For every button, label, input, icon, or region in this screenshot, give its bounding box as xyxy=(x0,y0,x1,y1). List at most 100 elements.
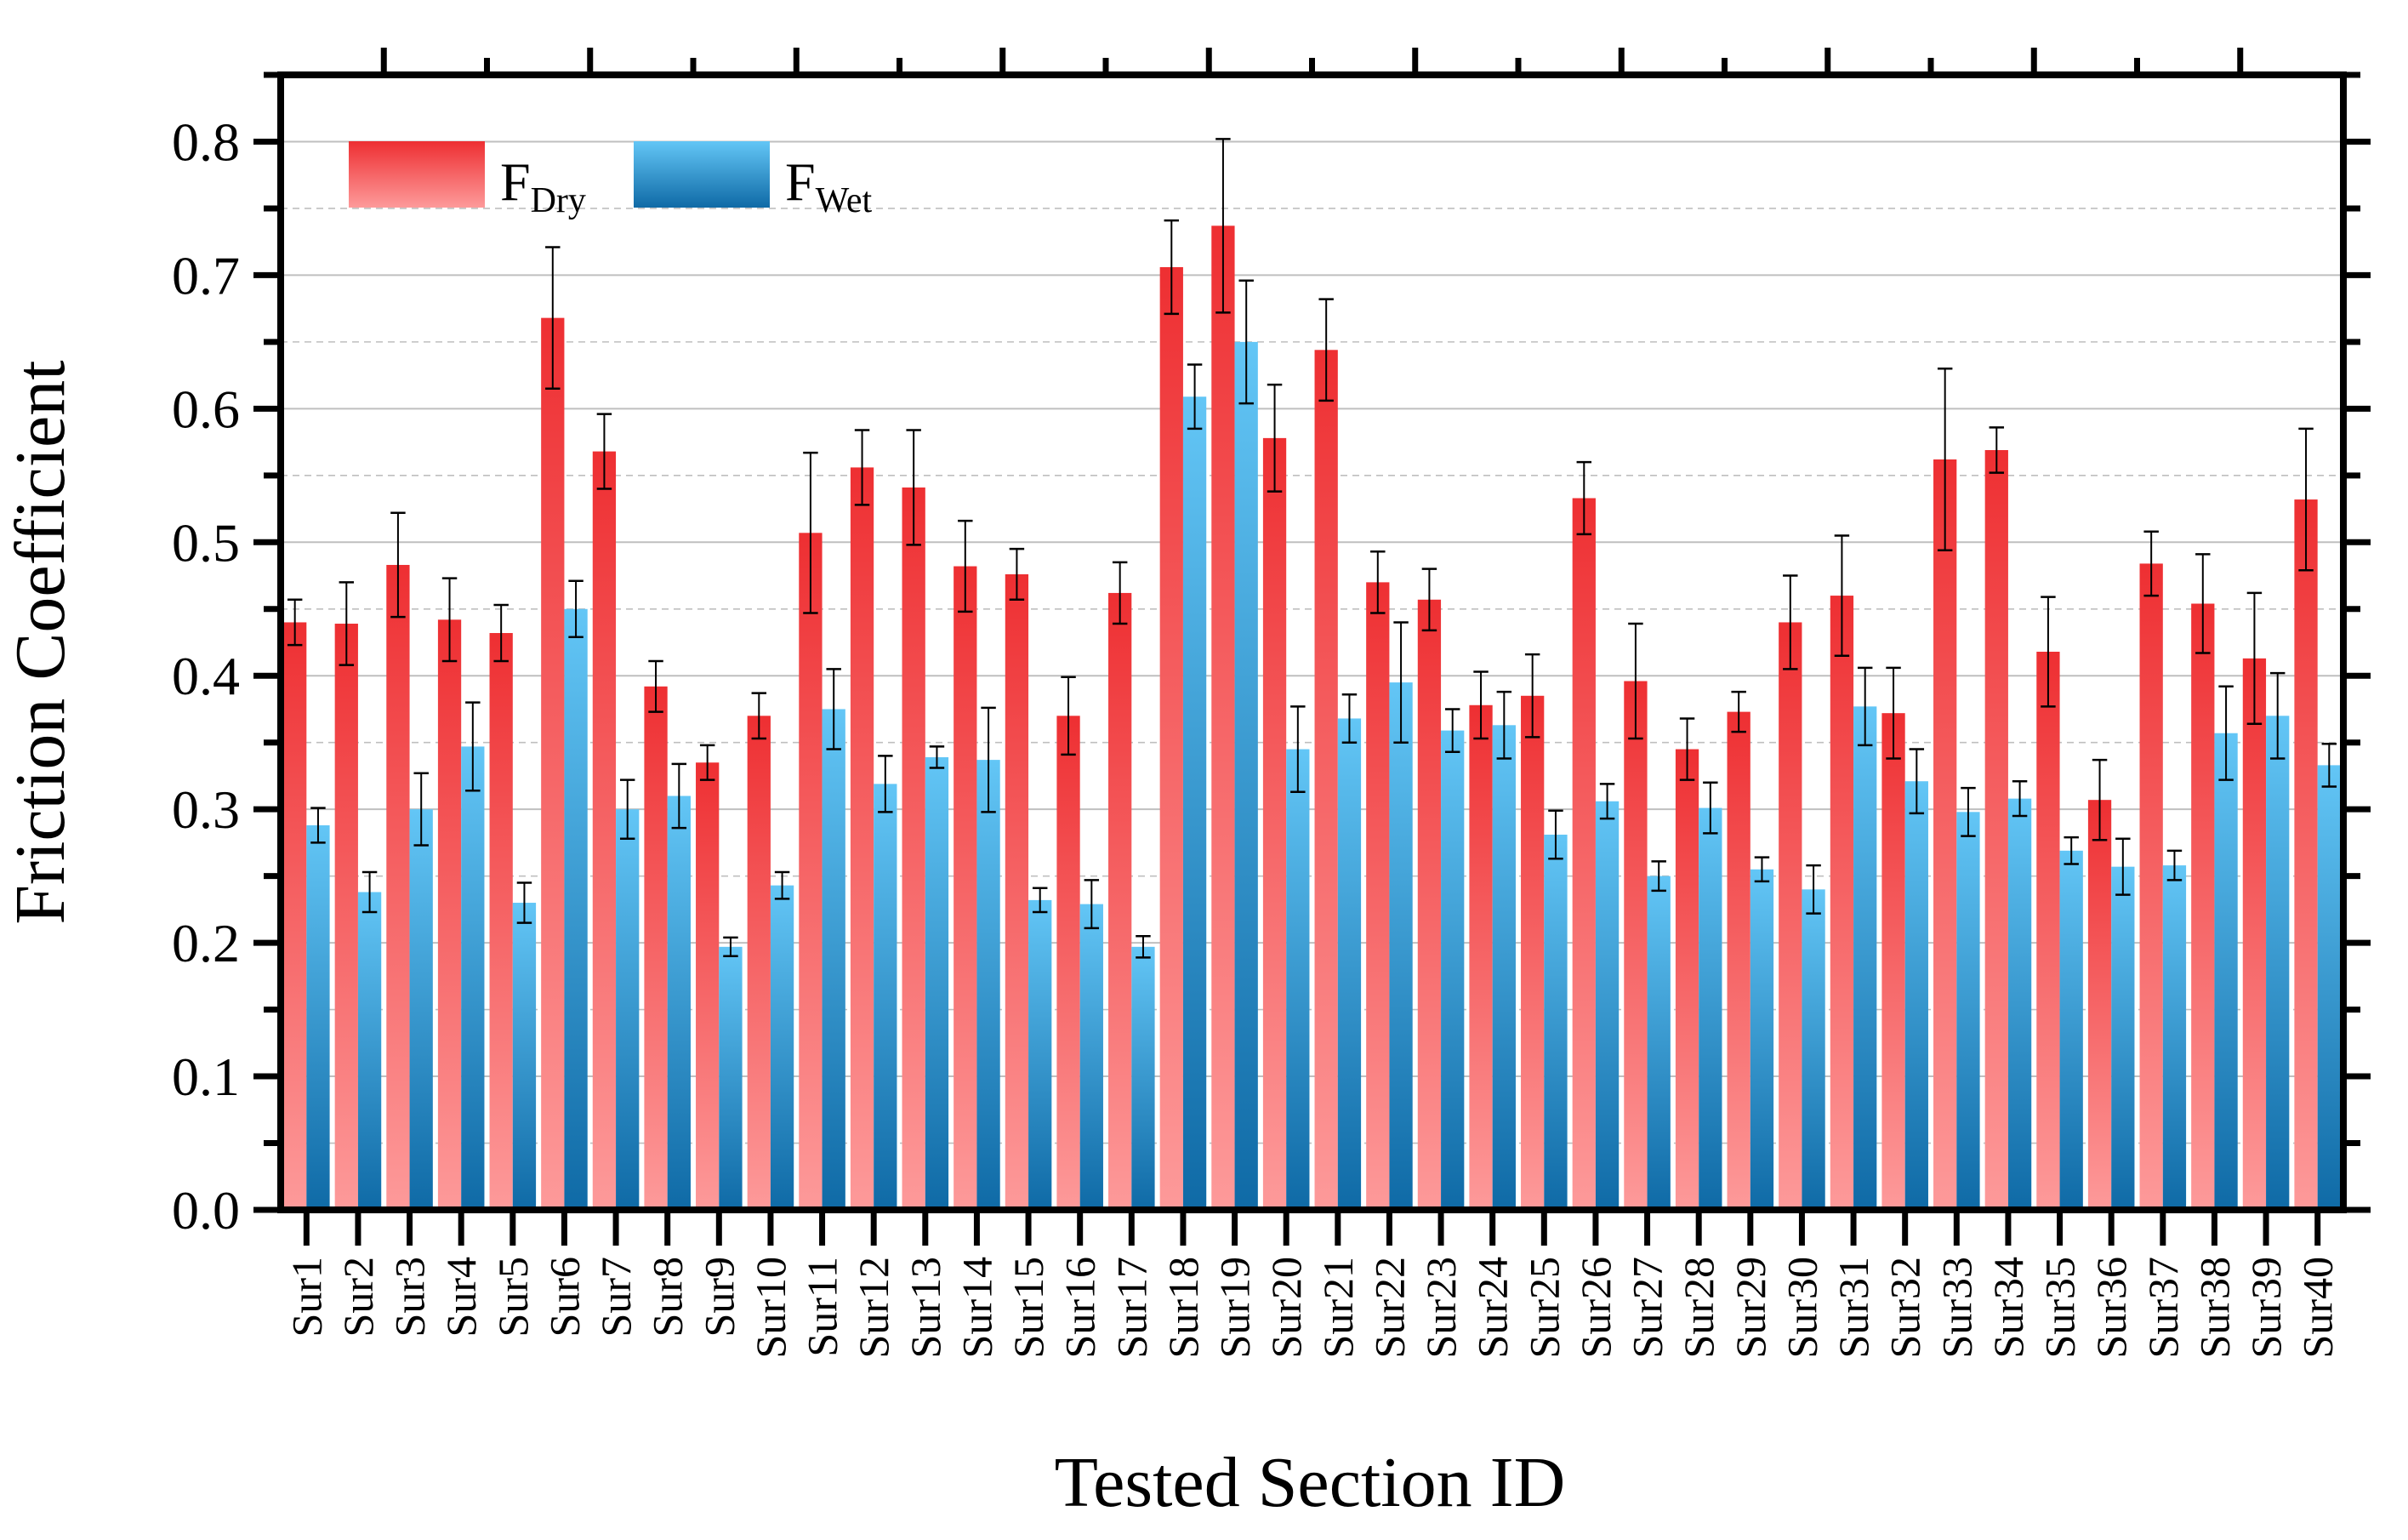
error-bar-wet-sur1 xyxy=(310,807,326,844)
x-tick-label-sur3: Sur3 xyxy=(386,1257,434,1337)
error-bar-dry-sur2 xyxy=(339,581,355,666)
error-bar-dry-sur27 xyxy=(1628,622,1643,740)
axis-ticks xyxy=(253,48,2371,1246)
error-bar-dry-sur32 xyxy=(1886,666,1901,760)
x-tick-label-sur11: Sur11 xyxy=(799,1257,846,1357)
error-bar-wet-sur29 xyxy=(1754,856,1770,883)
y-tick-label: 0.3 xyxy=(172,779,240,840)
bar-wet-sur24 xyxy=(1492,725,1516,1210)
x-tick-label-sur5: Sur5 xyxy=(489,1257,537,1337)
bar-wet-sur37 xyxy=(2162,865,2187,1210)
error-bar-dry-sur21 xyxy=(1318,298,1334,402)
error-bar-dry-sur13 xyxy=(906,429,921,546)
error-bar-dry-sur25 xyxy=(1524,653,1540,739)
bar-wet-sur12 xyxy=(874,784,897,1210)
bar-dry-sur2 xyxy=(334,624,358,1210)
bar-wet-sur10 xyxy=(770,885,794,1210)
bar-dry-sur27 xyxy=(1624,681,1648,1210)
error-bar-wet-sur19 xyxy=(1238,279,1254,405)
x-tick-label-sur15: Sur15 xyxy=(1005,1257,1052,1358)
error-bar-dry-sur14 xyxy=(958,519,973,613)
error-bar-dry-sur28 xyxy=(1679,717,1695,781)
error-bar-wet-sur17 xyxy=(1136,935,1151,959)
y-tick-label: 0.7 xyxy=(172,245,240,305)
plot-border xyxy=(277,71,2347,1213)
error-bar-wet-sur3 xyxy=(413,772,429,847)
bar-dry-sur35 xyxy=(2036,651,2060,1210)
error-bar-dry-sur19 xyxy=(1215,138,1231,314)
error-bar-wet-sur15 xyxy=(1032,887,1048,914)
error-bar-wet-sur26 xyxy=(1599,783,1615,820)
x-tick-label-sur34: Sur34 xyxy=(1984,1257,2032,1358)
bar-dry-sur31 xyxy=(1830,596,1854,1210)
x-tick-label-sur20: Sur20 xyxy=(1262,1257,1310,1358)
error-bar-dry-sur1 xyxy=(287,598,303,647)
x-tick-label-sur40: Sur40 xyxy=(2294,1257,2342,1358)
error-bar-wet-sur33 xyxy=(1961,786,1976,837)
bar-wet-sur38 xyxy=(2214,733,2238,1210)
bar-wet-sur4 xyxy=(461,746,485,1210)
bar-dry-sur22 xyxy=(1366,582,1390,1210)
bar-dry-sur7 xyxy=(592,451,617,1210)
x-tick-label-sur32: Sur32 xyxy=(1881,1257,1929,1358)
error-bar-wet-sur6 xyxy=(568,579,583,638)
bar-dry-sur29 xyxy=(1727,711,1750,1210)
bar-wet-sur36 xyxy=(2111,866,2135,1210)
x-tick-label-sur18: Sur18 xyxy=(1159,1257,1207,1358)
bar-dry-sur15 xyxy=(1005,573,1029,1210)
error-bar-wet-sur37 xyxy=(2166,849,2183,881)
bar-dry-sur36 xyxy=(2087,800,2112,1210)
bar-wet-sur25 xyxy=(1544,834,1568,1210)
bar-dry-sur33 xyxy=(1933,459,1957,1210)
bar-wet-sur26 xyxy=(1595,801,1620,1210)
error-bar-wet-sur24 xyxy=(1496,690,1512,760)
y-tick-label: 0.0 xyxy=(172,1180,240,1241)
error-bar-dry-sur26 xyxy=(1576,460,1592,536)
error-bar-dry-sur30 xyxy=(1783,574,1798,670)
error-bar-dry-sur5 xyxy=(493,603,509,663)
error-bar-wet-sur28 xyxy=(1703,781,1718,835)
error-bar-dry-sur23 xyxy=(1421,568,1437,632)
bar-wet-sur32 xyxy=(1904,781,1928,1210)
bar-dry-sur18 xyxy=(1159,266,1183,1210)
error-bar-wet-sur38 xyxy=(2218,685,2234,781)
error-bar-wet-sur12 xyxy=(878,755,893,813)
error-bar-dry-sur36 xyxy=(2092,758,2108,841)
error-bar-dry-sur34 xyxy=(1989,426,2005,474)
bar-dry-sur11 xyxy=(799,533,823,1210)
error-bar-dry-sur20 xyxy=(1267,383,1283,493)
bars xyxy=(283,225,2341,1211)
bar-dry-sur30 xyxy=(1779,622,1802,1210)
error-bar-wet-sur31 xyxy=(1857,666,1873,747)
bar-wet-sur14 xyxy=(976,760,1000,1210)
error-bar-dry-sur33 xyxy=(1937,368,1953,551)
bar-wet-sur2 xyxy=(357,892,382,1210)
error-bar-wet-sur4 xyxy=(465,701,481,792)
error-bar-wet-sur5 xyxy=(516,881,532,924)
bar-wet-sur31 xyxy=(1853,706,1877,1210)
error-bar-dry-sur35 xyxy=(2041,596,2056,708)
bar-wet-sur29 xyxy=(1750,869,1774,1210)
bar-wet-sur11 xyxy=(822,709,845,1210)
x-tick-label-sur33: Sur33 xyxy=(1933,1257,1980,1358)
bar-dry-sur28 xyxy=(1675,749,1699,1210)
bar-dry-sur20 xyxy=(1262,437,1287,1210)
error-bar-wet-sur40 xyxy=(2321,743,2337,788)
x-tick-label-sur17: Sur17 xyxy=(1107,1257,1155,1358)
x-tick-label-sur35: Sur35 xyxy=(2036,1257,2084,1358)
error-bar-dry-sur38 xyxy=(2195,553,2211,654)
bar-wet-sur13 xyxy=(925,756,949,1210)
error-bar-wet-sur7 xyxy=(619,779,635,840)
error-bar-wet-sur39 xyxy=(2269,671,2286,760)
y-tick-label: 0.4 xyxy=(172,646,240,706)
bar-dry-sur10 xyxy=(747,716,771,1210)
x-tick-label-sur14: Sur14 xyxy=(953,1257,1000,1358)
x-tick-label-sur12: Sur12 xyxy=(850,1257,897,1358)
bar-dry-sur14 xyxy=(954,566,977,1210)
bar-wet-sur6 xyxy=(564,608,588,1210)
bar-wet-sur23 xyxy=(1441,730,1465,1210)
error-bar-dry-sur4 xyxy=(441,577,458,663)
bar-dry-sur37 xyxy=(2139,563,2163,1210)
